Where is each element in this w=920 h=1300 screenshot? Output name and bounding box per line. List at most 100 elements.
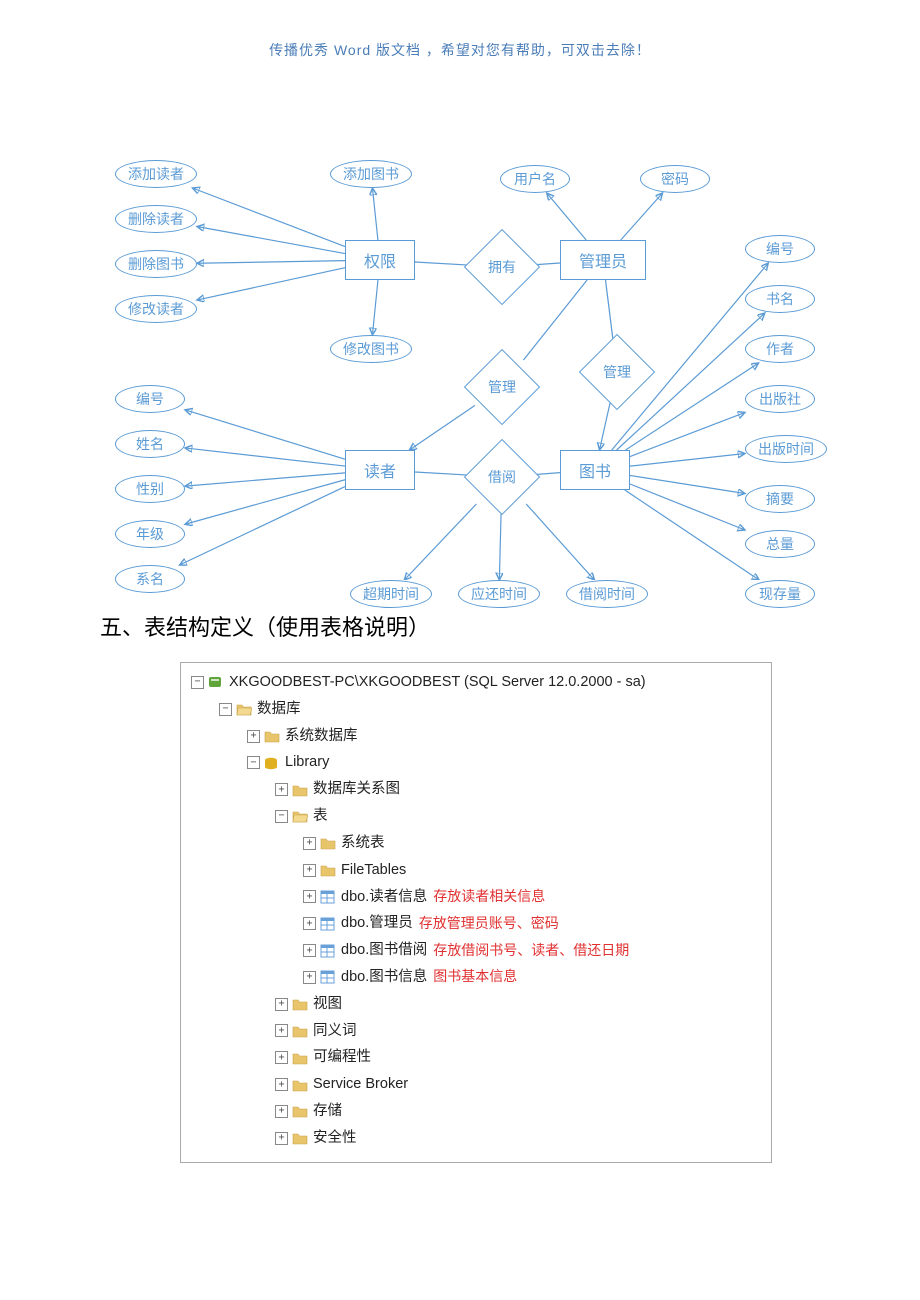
header-notice: 传播优秀 Word 版文档 ，希望对您有帮助，可双击去除！ <box>0 40 920 60</box>
expand-icon[interactable]: + <box>303 890 316 903</box>
er-ellipse-b_id: 编号 <box>745 235 815 263</box>
diamond-label: 借阅 <box>488 467 516 487</box>
diagram-edges <box>80 80 840 580</box>
tree-row[interactable]: + 可编程性 <box>181 1044 771 1071</box>
er-rect-perm: 权限 <box>345 240 415 280</box>
tree-label: 数据库关系图 <box>313 776 400 803</box>
er-ellipse-overdue: 超期时间 <box>350 580 432 608</box>
tree-label: 存储 <box>313 1098 342 1125</box>
er-ellipse-r_dept: 系名 <box>115 565 185 593</box>
tree-label: dbo.读者信息 <box>341 884 427 911</box>
tree-row[interactable]: + Service Broker <box>181 1071 771 1098</box>
diamond-label: 管理 <box>603 362 631 382</box>
diamond-label: 拥有 <box>488 257 516 277</box>
er-ellipse-del_reader: 删除读者 <box>115 205 197 233</box>
er-rect-book: 图书 <box>560 450 630 490</box>
er-ellipse-b_press: 出版社 <box>745 385 815 413</box>
expand-icon[interactable]: + <box>247 730 260 743</box>
document-page: 传播优秀 Word 版文档 ，希望对您有帮助，可双击去除！ 权限管理员读者图书拥… <box>0 0 920 1223</box>
er-ellipse-password: 密码 <box>640 165 710 193</box>
tree-annotation: 图书基本信息 <box>433 964 517 990</box>
tree-row[interactable]: + 视图 <box>181 991 771 1018</box>
tree-row[interactable]: − XKGOODBEST-PC\XKGOODBEST (SQL Server 12… <box>181 669 771 696</box>
tree-row[interactable]: + 数据库关系图 <box>181 776 771 803</box>
tree-row[interactable]: +系统表 <box>181 830 771 857</box>
expand-icon[interactable]: + <box>303 971 316 984</box>
folder_closed-icon <box>292 1078 308 1092</box>
expand-icon[interactable]: + <box>275 1051 288 1064</box>
collapse-icon[interactable]: − <box>191 676 204 689</box>
table-icon <box>320 917 336 931</box>
tree-row[interactable]: + 同义词 <box>181 1018 771 1045</box>
tree-annotation: 存放读者相关信息 <box>433 884 545 910</box>
tree-row[interactable]: + FileTables <box>181 857 771 884</box>
table-icon <box>320 970 336 984</box>
tree-row[interactable]: +系统数据库 <box>181 723 771 750</box>
folder_closed-icon <box>292 783 308 797</box>
er-ellipse-b_total: 总量 <box>745 530 815 558</box>
tree-label: 数据库 <box>257 696 301 723</box>
folder_closed-icon <box>292 1024 308 1038</box>
tree-row[interactable]: + dbo.读者信息存放读者相关信息 <box>181 884 771 911</box>
tree-label: Service Broker <box>313 1071 408 1098</box>
er-ellipse-add_reader: 添加读者 <box>115 160 197 188</box>
tree-label: 可编程性 <box>313 1044 371 1071</box>
tree-row[interactable]: − Library <box>181 749 771 776</box>
tree-row[interactable]: + dbo.管理员存放管理员账号、密码 <box>181 910 771 937</box>
er-rect-admin: 管理员 <box>560 240 646 280</box>
folder_closed-icon <box>292 1104 308 1118</box>
expand-icon[interactable]: + <box>275 1024 288 1037</box>
tree-label: FileTables <box>341 857 406 884</box>
er-diagram: 权限管理员读者图书拥有管理管理借阅添加读者删除读者删除图书修改读者添加图书修改图… <box>80 80 840 580</box>
server-icon <box>208 675 224 689</box>
er-diamond-own: 拥有 <box>464 229 540 305</box>
er-ellipse-borrowtime: 借阅时间 <box>566 580 648 608</box>
tree-row[interactable]: + 安全性 <box>181 1125 771 1152</box>
expand-icon[interactable]: + <box>275 1105 288 1118</box>
tree-row[interactable]: + dbo.图书信息图书基本信息 <box>181 964 771 991</box>
folder_closed-icon <box>292 997 308 1011</box>
er-diamond-manage2: 管理 <box>579 334 655 410</box>
table-icon <box>320 944 336 958</box>
db-icon <box>264 756 280 770</box>
expand-icon[interactable]: + <box>303 917 316 930</box>
tree-label: 表 <box>313 803 328 830</box>
expand-icon[interactable]: + <box>275 1078 288 1091</box>
tree-row[interactable]: − 数据库 <box>181 696 771 723</box>
er-ellipse-del_book: 删除图书 <box>115 250 197 278</box>
tree-label: Library <box>285 749 329 776</box>
expand-icon[interactable]: + <box>303 864 316 877</box>
folder_closed-icon <box>320 836 336 850</box>
er-ellipse-b_author: 作者 <box>745 335 815 363</box>
er-ellipse-mod_book: 修改图书 <box>330 335 412 363</box>
tree-label: 视图 <box>313 991 342 1018</box>
section-heading: 五、表结构定义（使用表格说明） <box>100 610 920 642</box>
er-ellipse-b_name: 书名 <box>745 285 815 313</box>
tree-row[interactable]: −表 <box>181 803 771 830</box>
folder_closed-icon <box>320 863 336 877</box>
collapse-icon[interactable]: − <box>247 756 260 769</box>
expand-icon[interactable]: + <box>303 837 316 850</box>
tree-row[interactable]: + 存储 <box>181 1098 771 1125</box>
collapse-icon[interactable]: − <box>219 703 232 716</box>
folder_open-icon <box>236 702 252 716</box>
tree-row[interactable]: +dbo.图书借阅存放借阅书号、读者、借还日期 <box>181 937 771 964</box>
er-ellipse-b_abstract: 摘要 <box>745 485 815 513</box>
er-ellipse-r_gender: 性别 <box>115 475 185 503</box>
expand-icon[interactable]: + <box>275 1132 288 1145</box>
expand-icon[interactable]: + <box>303 944 316 957</box>
tree-label: dbo.图书信息 <box>341 964 427 991</box>
tree-label: dbo.管理员 <box>341 910 413 937</box>
tree-annotation: 存放管理员账号、密码 <box>419 911 559 937</box>
expand-icon[interactable]: + <box>275 783 288 796</box>
tree-label: XKGOODBEST-PC\XKGOODBEST (SQL Server 12.… <box>229 669 646 696</box>
folder_open-icon <box>292 809 308 823</box>
tree-label: 同义词 <box>313 1018 357 1045</box>
tree-label: 安全性 <box>313 1125 357 1152</box>
er-diamond-manage1: 管理 <box>464 349 540 425</box>
expand-icon[interactable]: + <box>275 998 288 1011</box>
collapse-icon[interactable]: − <box>275 810 288 823</box>
table-icon <box>320 890 336 904</box>
diamond-label: 管理 <box>488 377 516 397</box>
er-ellipse-r_grade: 年级 <box>115 520 185 548</box>
